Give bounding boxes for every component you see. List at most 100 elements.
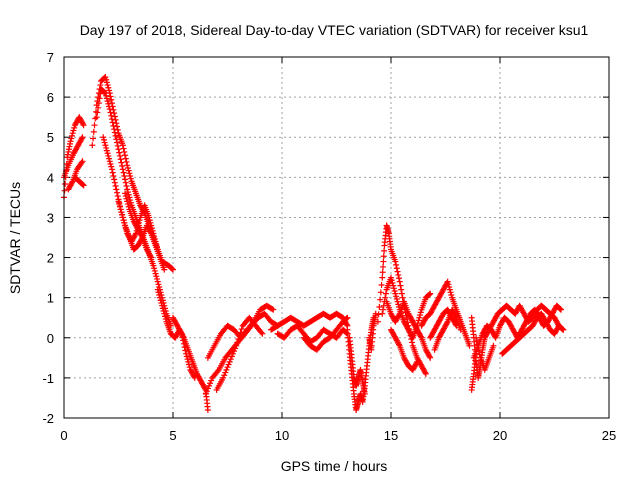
data-point: [161, 266, 168, 273]
data-point: [237, 329, 244, 336]
data-point: [475, 348, 482, 355]
data-point: [233, 342, 240, 349]
data-point: [125, 167, 132, 174]
data-point: [220, 374, 227, 381]
data-point: [382, 294, 389, 301]
data-point: [101, 139, 108, 146]
data-point: [160, 308, 167, 315]
data-point: [67, 138, 74, 145]
data-point: [446, 286, 453, 293]
data-point: [183, 350, 190, 357]
data-point: [444, 278, 451, 285]
data-point: [80, 122, 87, 129]
data-point: [238, 326, 245, 333]
data-point: [124, 198, 131, 205]
data-point: [104, 82, 111, 89]
data-point: [147, 219, 154, 226]
data-point: [114, 142, 121, 149]
data-point: [107, 93, 114, 100]
data-point: [113, 186, 120, 193]
x-tick-label: 10: [275, 428, 289, 443]
data-point: [101, 89, 108, 96]
data-point: [106, 106, 113, 113]
data-point: [180, 340, 187, 347]
data-point: [150, 230, 157, 237]
y-tick-label: -2: [42, 411, 54, 426]
data-point: [120, 169, 127, 176]
data-point: [132, 231, 139, 238]
data-point: [126, 194, 133, 201]
data-point: [392, 290, 399, 297]
data-point: [344, 314, 351, 321]
data-point: [393, 261, 400, 268]
data-point: [391, 287, 398, 294]
data-point: [392, 258, 399, 265]
data-point: [97, 90, 104, 97]
data-point: [457, 326, 464, 333]
data-point: [159, 305, 166, 312]
data-point: [116, 149, 123, 156]
data-point: [156, 294, 163, 301]
data-point: [208, 377, 215, 384]
data-point: [415, 317, 422, 324]
data-point: [119, 214, 126, 221]
data-point: [466, 342, 473, 349]
data-point: [154, 275, 161, 282]
data-point: [108, 96, 115, 103]
data-point: [558, 306, 565, 313]
data-point: [191, 374, 198, 381]
y-tick-label: 1: [47, 291, 54, 306]
data-point: [258, 329, 265, 336]
data-point: [116, 203, 123, 210]
data-point: [225, 361, 232, 368]
y-tick-label: 5: [47, 130, 54, 145]
data-point: [110, 172, 117, 179]
data-point: [390, 282, 397, 289]
data-point: [398, 290, 405, 297]
data-point: [162, 316, 169, 323]
x-tick-label: 20: [493, 428, 507, 443]
data-point: [124, 189, 131, 196]
data-point: [104, 150, 111, 157]
data-point: [559, 326, 566, 333]
data-point: [270, 306, 277, 313]
grid-layer: [64, 57, 609, 418]
data-point: [343, 315, 350, 322]
data-point: [93, 114, 100, 121]
data-point: [393, 265, 400, 272]
data-point: [397, 282, 404, 289]
data-point: [118, 209, 125, 216]
data-point: [121, 219, 128, 226]
data-point: [169, 265, 176, 272]
data-point: [114, 123, 121, 130]
data-point: [116, 201, 123, 208]
data-point: [409, 339, 416, 346]
data-point: [114, 126, 121, 133]
data-point: [103, 92, 110, 99]
data-point: [151, 233, 158, 240]
data-point: [380, 306, 387, 313]
data-point: [375, 311, 382, 318]
data-point: [475, 344, 482, 351]
data-point: [191, 373, 198, 380]
data-point: [380, 258, 387, 265]
data-point: [231, 348, 238, 355]
data-point: [476, 351, 483, 358]
data-point: [229, 350, 236, 357]
data-point: [390, 285, 397, 292]
data-point: [69, 130, 76, 137]
data-point: [119, 211, 126, 218]
data-point: [153, 241, 160, 248]
data-point: [399, 294, 406, 301]
data-point: [377, 289, 384, 296]
data-point: [108, 163, 115, 170]
data-point: [106, 155, 113, 162]
data-point: [395, 271, 402, 278]
data-point: [473, 334, 480, 341]
data-point: [153, 273, 160, 280]
data-point: [108, 166, 115, 173]
data-point: [121, 148, 128, 155]
y-tick-label: 4: [47, 170, 54, 185]
data-point: [473, 338, 480, 345]
data-point: [116, 152, 123, 159]
